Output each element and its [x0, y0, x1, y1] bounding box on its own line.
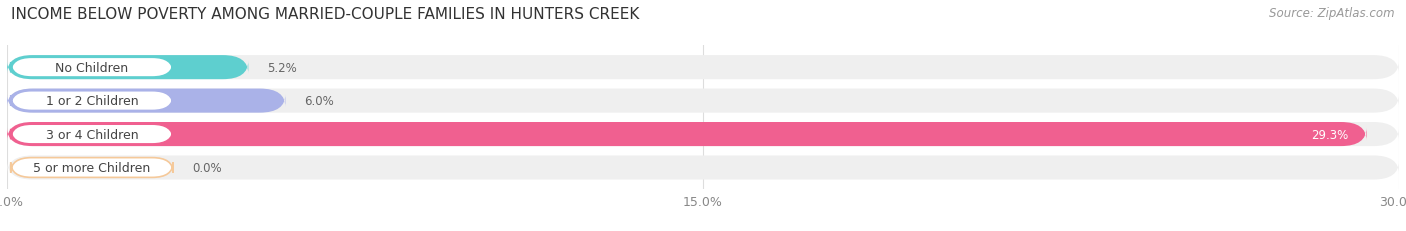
- FancyBboxPatch shape: [7, 56, 249, 80]
- Text: 0.0%: 0.0%: [193, 161, 222, 174]
- Text: No Children: No Children: [55, 61, 128, 74]
- Text: Source: ZipAtlas.com: Source: ZipAtlas.com: [1270, 7, 1395, 20]
- FancyBboxPatch shape: [7, 156, 1399, 180]
- FancyBboxPatch shape: [11, 91, 173, 111]
- Text: 6.0%: 6.0%: [304, 95, 333, 108]
- FancyBboxPatch shape: [7, 56, 1399, 80]
- Text: 29.3%: 29.3%: [1310, 128, 1348, 141]
- FancyBboxPatch shape: [7, 122, 1367, 146]
- FancyBboxPatch shape: [11, 58, 173, 78]
- FancyBboxPatch shape: [7, 89, 285, 113]
- Text: INCOME BELOW POVERTY AMONG MARRIED-COUPLE FAMILIES IN HUNTERS CREEK: INCOME BELOW POVERTY AMONG MARRIED-COUPL…: [11, 7, 640, 22]
- FancyBboxPatch shape: [11, 125, 173, 144]
- Text: 5.2%: 5.2%: [267, 61, 297, 74]
- Text: 1 or 2 Children: 1 or 2 Children: [45, 95, 138, 108]
- Text: 5 or more Children: 5 or more Children: [34, 161, 150, 174]
- FancyBboxPatch shape: [7, 122, 1399, 146]
- FancyBboxPatch shape: [7, 89, 1399, 113]
- FancyBboxPatch shape: [11, 158, 173, 178]
- Text: 3 or 4 Children: 3 or 4 Children: [45, 128, 138, 141]
